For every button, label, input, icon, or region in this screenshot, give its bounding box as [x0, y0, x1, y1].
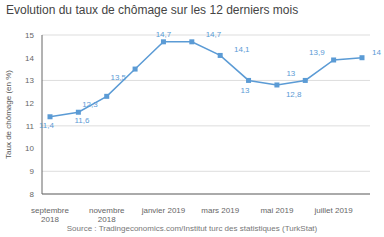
svg-text:14: 14 [25, 54, 34, 63]
svg-text:13,5: 13,5 [111, 73, 127, 82]
svg-text:11: 11 [26, 122, 35, 131]
svg-text:mars 2019: mars 2019 [201, 206, 239, 215]
svg-text:11,4: 11,4 [39, 121, 55, 130]
svg-text:14,7: 14,7 [156, 30, 172, 39]
svg-text:13: 13 [240, 86, 249, 95]
svg-text:12: 12 [25, 99, 34, 108]
svg-text:10: 10 [25, 144, 34, 153]
svg-text:14,7: 14,7 [206, 30, 222, 39]
html-text:Evolution du taux de chômage s: Evolution du taux de chômage sur les 12 … [6, 3, 299, 17]
svg-text:9: 9 [30, 167, 35, 176]
svg-text:13: 13 [286, 69, 295, 78]
svg-text:septembre2018: septembre2018 [31, 206, 69, 224]
svg-text:juillet 2019: juillet 2019 [314, 206, 354, 215]
svg-text:15: 15 [25, 31, 34, 40]
svg-text:11,6: 11,6 [74, 116, 90, 125]
html-text:Source : Tradingeconomics.com/: Source : Tradingeconomics.com/Institut t… [66, 224, 318, 233]
svg-text:8: 8 [30, 190, 35, 199]
svg-text:mai 2019: mai 2019 [260, 206, 293, 215]
svg-text:13: 13 [25, 76, 34, 85]
svg-text:Taux de chômage (en %): Taux de chômage (en %) [8, 70, 13, 159]
svg-text:12,3: 12,3 [82, 100, 98, 109]
svg-text:14: 14 [372, 48, 376, 57]
svg-text:13,9: 13,9 [309, 48, 325, 57]
svg-text:novembre2018: novembre2018 [89, 206, 125, 224]
svg-text:janvier 2019: janvier 2019 [141, 206, 186, 215]
svg-text:14,1: 14,1 [234, 45, 250, 54]
svg-text:12,8: 12,8 [286, 90, 302, 99]
